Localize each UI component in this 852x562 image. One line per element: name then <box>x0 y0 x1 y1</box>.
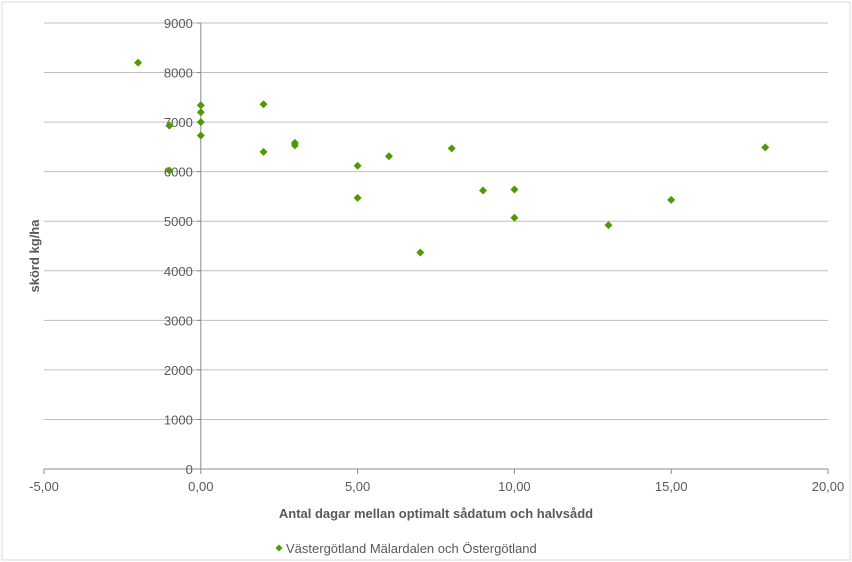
y-tick-label: 4000 <box>164 264 193 279</box>
x-tick-label: 20,00 <box>812 479 845 494</box>
x-axis-title: Antal dagar mellan optimalt sådatum och … <box>279 506 593 521</box>
legend: Västergötland Mälardalen och Östergötlan… <box>276 541 537 556</box>
x-tick-label: 10,00 <box>498 479 531 494</box>
x-tick-label: -5,00 <box>29 479 59 494</box>
y-tick-label: 9000 <box>164 16 193 31</box>
legend-label: Västergötland Mälardalen och Östergötlan… <box>286 541 537 556</box>
y-tick-label: 2000 <box>164 363 193 378</box>
y-axis-title: skörd kg/ha <box>27 219 42 293</box>
y-tick-label: 8000 <box>164 66 193 81</box>
x-tick-label: 15,00 <box>655 479 688 494</box>
x-tick-label: 5,00 <box>345 479 370 494</box>
y-tick-label: 1000 <box>164 412 193 427</box>
x-tick-label: 0,00 <box>188 479 213 494</box>
y-tick-label: 3000 <box>164 313 193 328</box>
y-tick-label: 0 <box>186 462 193 477</box>
y-tick-label: 5000 <box>164 214 193 229</box>
